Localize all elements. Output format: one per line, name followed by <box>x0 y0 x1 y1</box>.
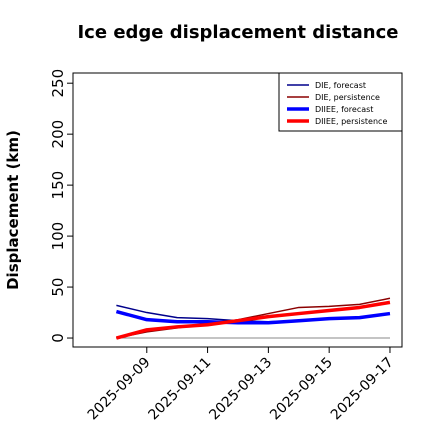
legend-label: DIIEE, forecast <box>315 105 373 114</box>
legend-label: DIE, persistence <box>315 93 380 102</box>
y-tick-label: 150 <box>49 171 67 200</box>
x-tick-label: 2025-09-11 <box>146 355 215 424</box>
x-tick-label: 2025-09-09 <box>85 355 154 424</box>
legend-label: DIE, forecast <box>315 81 366 90</box>
y-tick-label: 200 <box>49 120 67 149</box>
y-tick-label: 250 <box>49 69 67 98</box>
y-tick-label: 50 <box>49 278 67 297</box>
plot-frame <box>72 72 403 348</box>
x-tick-label: 2025-09-17 <box>328 355 397 424</box>
y-axis-label: Displacement (km) <box>4 130 22 290</box>
x-tick-label: 2025-09-13 <box>206 355 275 424</box>
series-line <box>115 300 391 340</box>
y-tick-label: 0 <box>49 333 67 343</box>
series-line <box>115 309 391 325</box>
chart-title: Ice edge displacement distance <box>77 22 398 43</box>
legend-label: DIIEE, persistence <box>315 117 387 126</box>
y-tick-label: 100 <box>49 222 67 251</box>
x-tick-label: 2025-09-15 <box>267 355 336 424</box>
